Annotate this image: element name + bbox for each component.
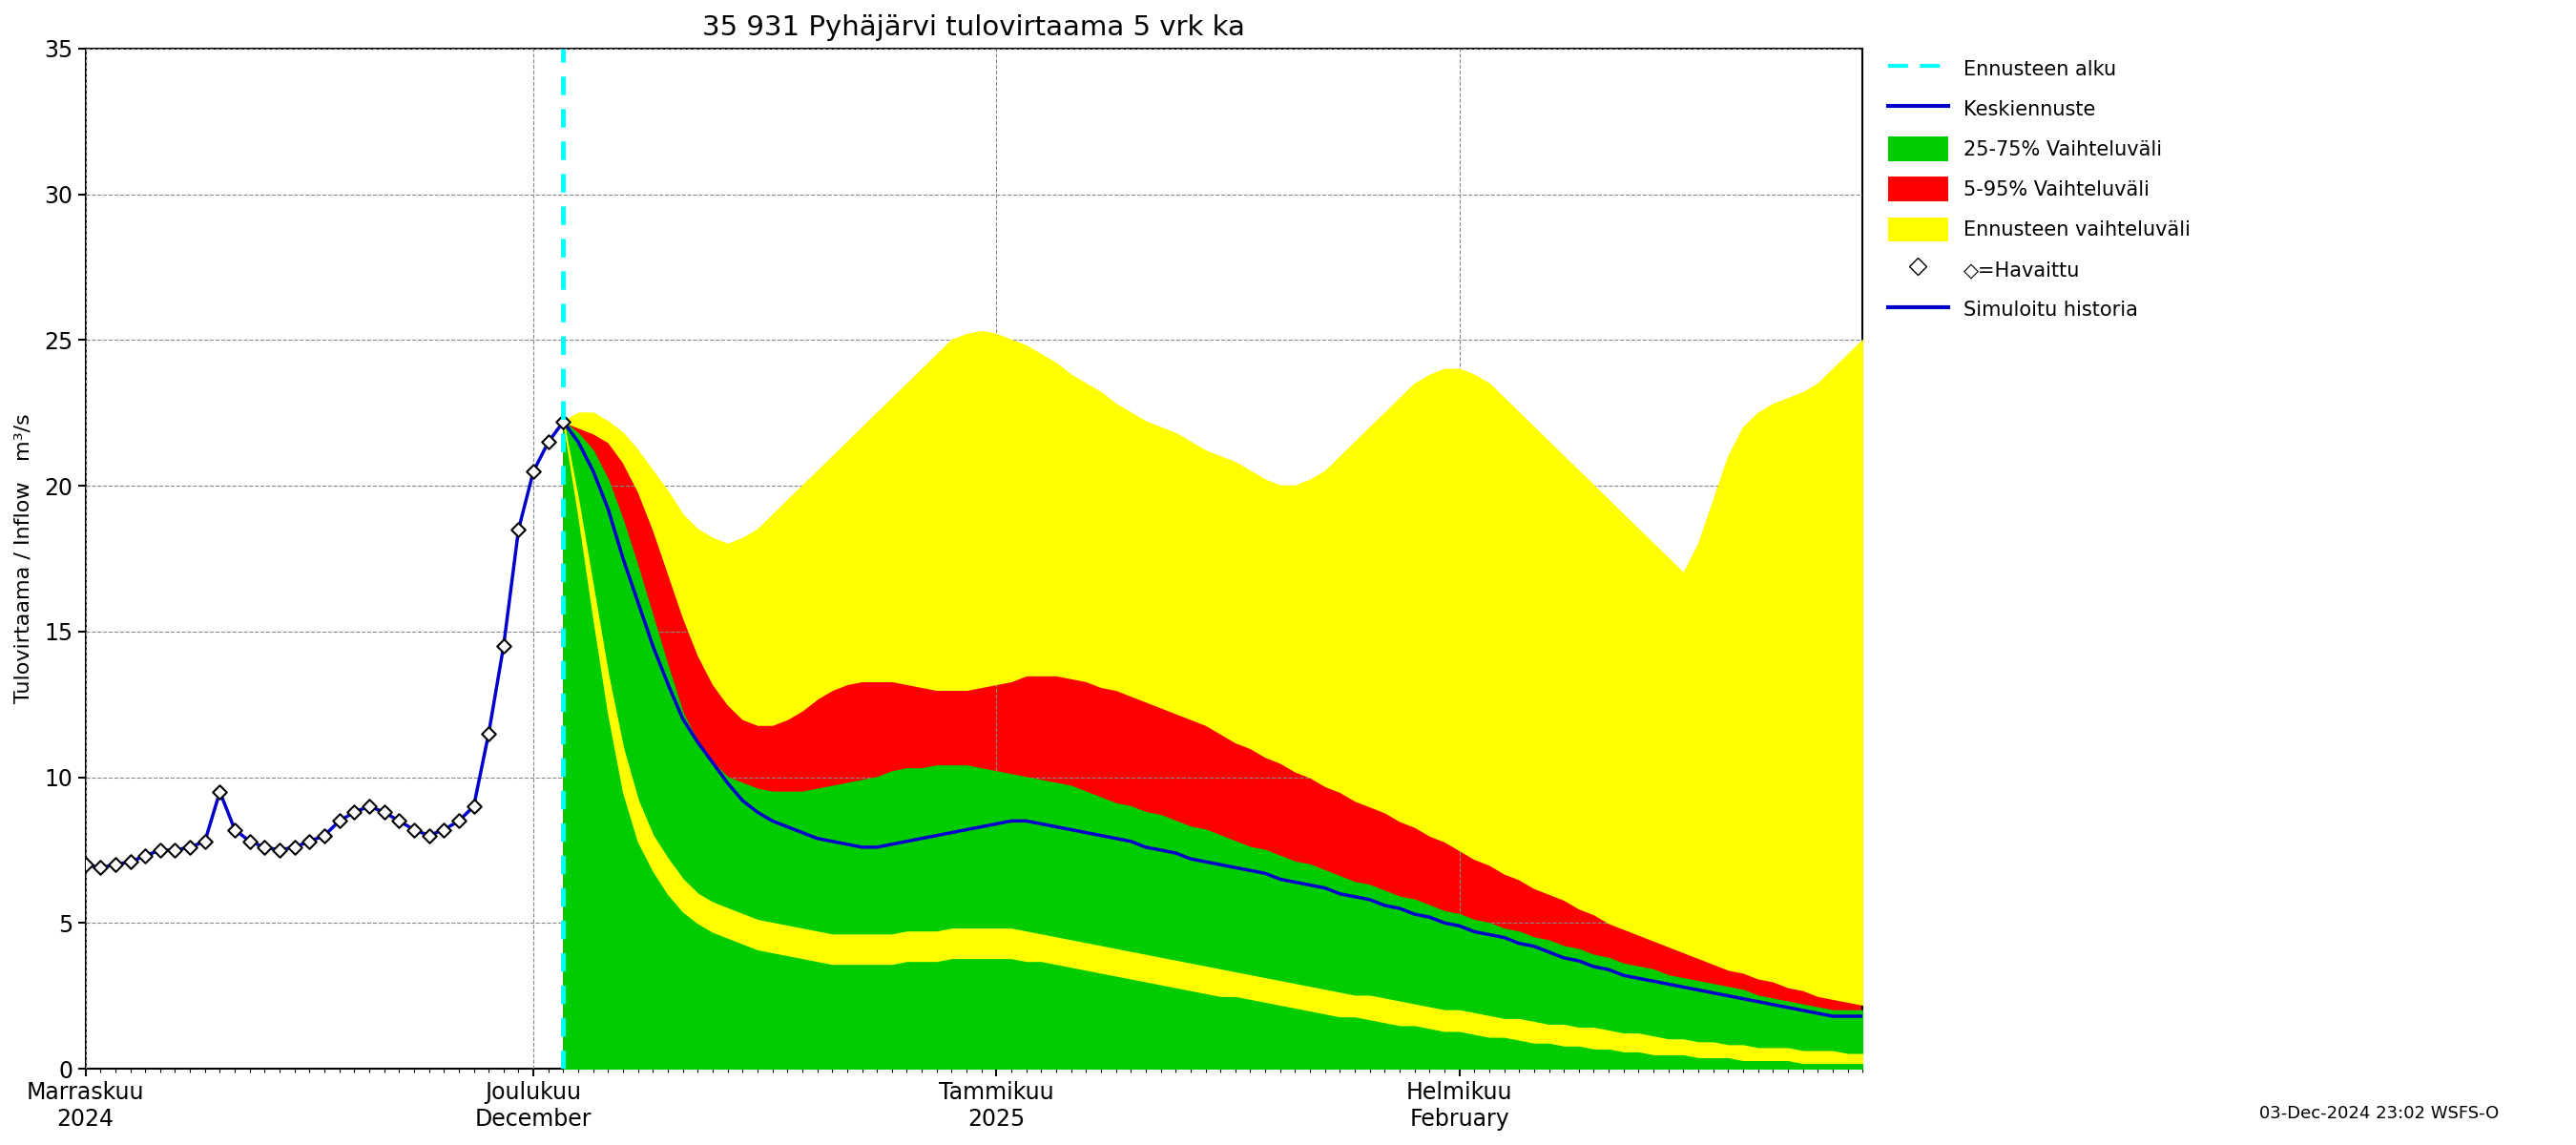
Point — [544, 412, 585, 431]
Point — [438, 812, 479, 830]
Point — [260, 840, 301, 859]
Point — [422, 821, 464, 839]
Point — [289, 832, 330, 851]
Point — [111, 853, 152, 871]
Point — [348, 797, 389, 815]
Point — [64, 855, 106, 874]
Point — [155, 840, 196, 859]
Point — [335, 803, 376, 821]
Point — [363, 803, 404, 821]
Point — [214, 821, 255, 839]
Point — [304, 827, 345, 845]
Point — [170, 838, 211, 856]
Point — [139, 840, 180, 859]
Point — [453, 797, 495, 815]
Text: 03-Dec-2024 23:02 WSFS-O: 03-Dec-2024 23:02 WSFS-O — [2259, 1105, 2499, 1122]
Point — [379, 812, 420, 830]
Point — [80, 859, 121, 877]
Point — [482, 637, 523, 655]
Point — [124, 847, 165, 866]
Point — [410, 827, 451, 845]
Legend: Ennusteen alku, Keskiennuste, 25-75% Vaihteluväli, 5-95% Vaihteluväli, Ennusteen: Ennusteen alku, Keskiennuste, 25-75% Vai… — [1880, 48, 2200, 330]
Point — [273, 838, 314, 856]
Point — [528, 433, 569, 451]
Point — [497, 520, 538, 538]
Title: 35 931 Pyhäjärvi tulovirtaama 5 vrk ka: 35 931 Pyhäjärvi tulovirtaama 5 vrk ka — [703, 14, 1244, 41]
Point — [469, 725, 510, 743]
Point — [198, 783, 240, 802]
Point — [319, 812, 361, 830]
Point — [513, 463, 554, 481]
Point — [394, 821, 435, 839]
Point — [185, 832, 227, 851]
Point — [245, 838, 286, 856]
Point — [95, 855, 137, 874]
Point — [229, 832, 270, 851]
Y-axis label: Tulovirtaama / Inflow   m³/s: Tulovirtaama / Inflow m³/s — [15, 413, 33, 703]
